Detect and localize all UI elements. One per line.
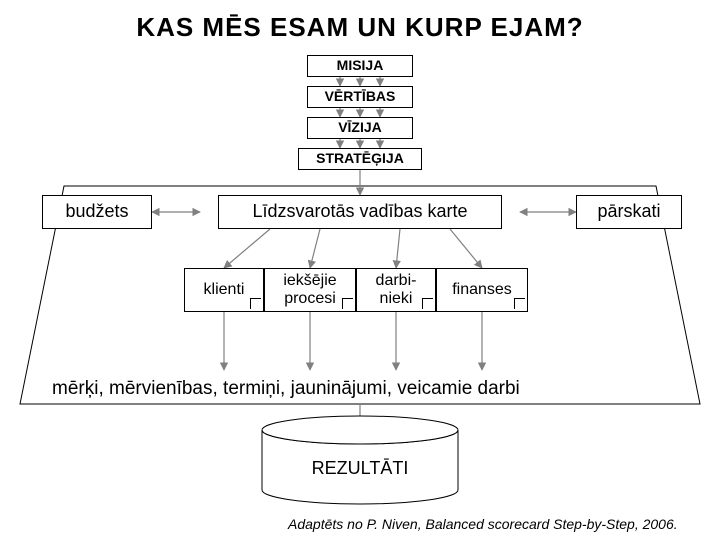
page-title: KAS MĒS ESAM UN KURP EJAM? bbox=[0, 12, 720, 43]
results-text: REZULTĀTI bbox=[312, 458, 409, 478]
title-text: KAS MĒS ESAM UN KURP EJAM? bbox=[136, 12, 583, 42]
citation: Adaptēts no P. Niven, Balanced scorecard… bbox=[288, 516, 678, 532]
reports-label: pārskati bbox=[597, 202, 660, 222]
scorecard-box: Līdzsvarotās vadības karte bbox=[218, 195, 502, 229]
perspective-1: iekšējie procesi bbox=[264, 268, 356, 312]
metrics-label: mērķi, mērvienības, termiņi, jauninājumi… bbox=[52, 378, 520, 399]
results-label: REZULTĀTI bbox=[0, 458, 720, 479]
stack-box-1: VĒRTĪBAS bbox=[307, 86, 413, 108]
stack-box-3: STRATĒĢIJA bbox=[298, 148, 422, 170]
perspective-3: finanses bbox=[436, 268, 528, 312]
citation-text: Adaptēts no P. Niven, Balanced scorecard… bbox=[288, 516, 678, 532]
metrics-text: mērķi, mērvienības, termiņi, jauninājumi… bbox=[52, 378, 520, 400]
budget-label: budžets bbox=[65, 202, 128, 222]
reports-box: pārskati bbox=[576, 195, 682, 229]
stack-box-2: VĪZIJA bbox=[307, 117, 413, 139]
perspective-2: darbi- nieki bbox=[356, 268, 436, 312]
scorecard-label: Līdzsvarotās vadības karte bbox=[252, 202, 467, 222]
budget-box: budžets bbox=[42, 195, 152, 229]
perspective-0: klienti bbox=[184, 268, 264, 312]
stack-box-0: MISIJA bbox=[307, 55, 413, 77]
